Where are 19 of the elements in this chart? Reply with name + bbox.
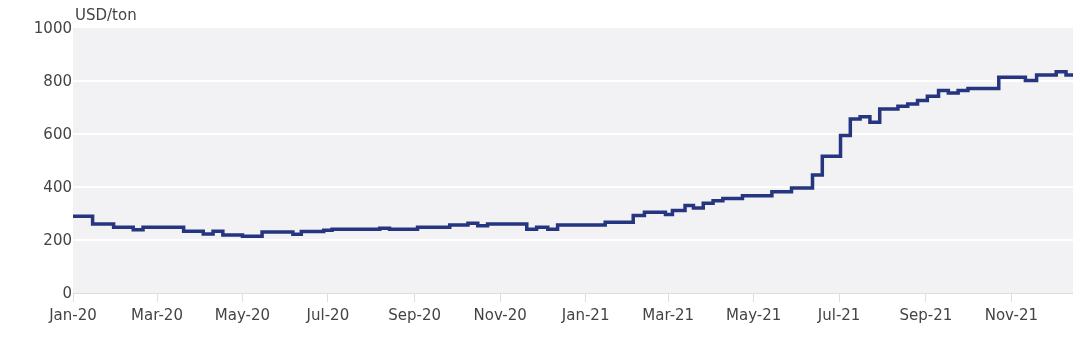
x-tick-label: Sep-21	[899, 306, 953, 324]
x-tick-label: Jul-21	[816, 306, 861, 324]
x-tick-label: Nov-20	[473, 306, 527, 324]
y-tick-label: 800	[43, 72, 72, 91]
x-tick-label: Jan-21	[560, 306, 610, 324]
x-tick-label: May-21	[726, 306, 782, 324]
x-tick-label: May-20	[214, 306, 271, 324]
y-tick-label: 0	[62, 284, 72, 303]
y-tick-label: 200	[43, 231, 72, 250]
x-tick-label: Jan-20	[48, 306, 97, 324]
y-tick-label: 400	[43, 178, 72, 197]
y-axis-title: USD/ton	[75, 6, 137, 24]
x-tick-label: Mar-21	[642, 306, 695, 324]
x-tick-label: Nov-21	[984, 306, 1039, 324]
y-tick-label: 600	[43, 125, 72, 144]
x-tick-label: Mar-20	[131, 306, 183, 324]
x-tick-label: Sep-20	[388, 306, 442, 324]
y-tick-label: 1000	[33, 19, 72, 38]
x-tick-label: Jul-20	[305, 306, 350, 324]
